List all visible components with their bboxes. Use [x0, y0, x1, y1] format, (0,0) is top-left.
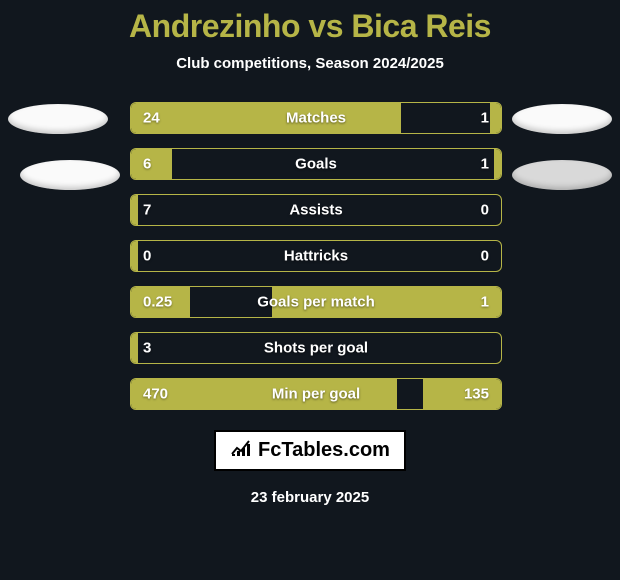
- stat-left-value: 0: [143, 248, 151, 265]
- stat-label: Matches: [286, 110, 346, 127]
- stat-right-value: 1: [481, 156, 489, 173]
- page-title: Andrezinho vs Bica Reis: [129, 8, 491, 45]
- stat-right-value: 0: [481, 202, 489, 219]
- club-badge-right-2: [512, 160, 612, 190]
- comparison-card: Andrezinho vs Bica Reis Club competition…: [0, 0, 620, 580]
- stat-label: Min per goal: [272, 386, 360, 403]
- stat-fill-left: [131, 241, 138, 271]
- chart-icon: [230, 438, 252, 463]
- stat-left-value: 0.25: [143, 294, 172, 311]
- club-badge-left-1: [8, 104, 108, 134]
- logo-text: FcTables.com: [258, 439, 390, 462]
- stat-right-value: 1: [481, 294, 489, 311]
- stat-right-value: 0: [481, 248, 489, 265]
- club-badge-right-1: [512, 104, 612, 134]
- stat-row: 24 Matches 1: [130, 102, 502, 134]
- stat-left-value: 470: [143, 386, 168, 403]
- club-badge-left-2: [20, 160, 120, 190]
- subtitle: Club competitions, Season 2024/2025: [176, 55, 444, 72]
- date-text: 23 february 2025: [251, 489, 369, 506]
- stat-fill-left: [131, 333, 138, 363]
- stat-right-value: 1: [481, 110, 489, 127]
- stat-fill-left: [131, 149, 172, 179]
- stat-fill-left: [131, 103, 401, 133]
- stat-left-value: 7: [143, 202, 151, 219]
- stat-row: 6 Goals 1: [130, 148, 502, 180]
- stat-fill-right: [423, 379, 501, 409]
- right-badges-column: [512, 102, 620, 190]
- stats-area: 24 Matches 1 6 Goals 1 7 Assists 0 0 Hattricks 0 0.2…: [0, 102, 620, 410]
- stat-row: 3 Shots per goal: [130, 332, 502, 364]
- stat-row: 0 Hattricks 0: [130, 240, 502, 272]
- stat-left-value: 6: [143, 156, 151, 173]
- site-logo[interactable]: FcTables.com: [214, 430, 406, 471]
- stat-left-value: 3: [143, 340, 151, 357]
- stat-label: Assists: [289, 202, 342, 219]
- stat-label: Hattricks: [284, 248, 348, 265]
- stat-fill-right: [494, 149, 501, 179]
- stat-row: 470 Min per goal 135: [130, 378, 502, 410]
- stat-row: 7 Assists 0: [130, 194, 502, 226]
- stat-left-value: 24: [143, 110, 160, 127]
- left-badges-column: [0, 102, 120, 190]
- stat-label: Shots per goal: [264, 340, 368, 357]
- stat-row: 0.25 Goals per match 1: [130, 286, 502, 318]
- stat-rows: 24 Matches 1 6 Goals 1 7 Assists 0 0 Hattricks 0 0.2…: [130, 102, 502, 410]
- stat-right-value: 135: [464, 386, 489, 403]
- stat-label: Goals: [295, 156, 337, 173]
- stat-fill-right: [490, 103, 501, 133]
- stat-label: Goals per match: [257, 294, 375, 311]
- stat-fill-left: [131, 195, 138, 225]
